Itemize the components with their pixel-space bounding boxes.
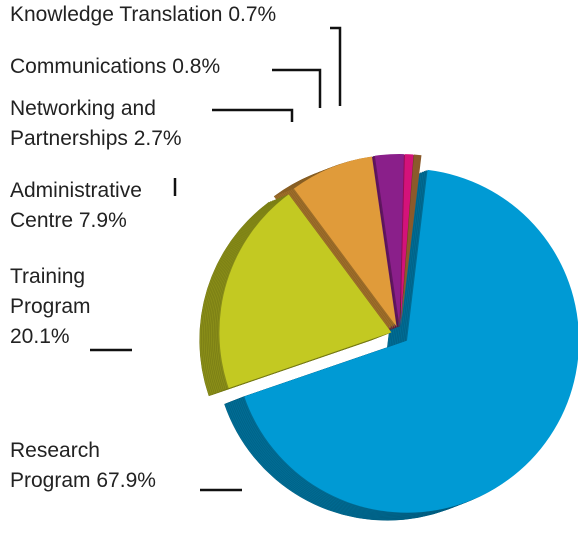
slice-label: Training Program 20.1%: [10, 262, 120, 352]
leader-line: [272, 68, 322, 108]
slice: [374, 154, 404, 327]
category-label: Networking and Partnerships: [10, 97, 156, 150]
slice: [400, 154, 422, 327]
value-label: 67.9%: [96, 469, 156, 492]
slice-label: Research Program 67.9%: [10, 436, 165, 496]
slice: [244, 169, 578, 513]
leader-line: [330, 26, 342, 106]
slice-label: Administrative Centre 7.9%: [10, 176, 180, 236]
pie: [199, 154, 578, 521]
value-label: 7.9%: [78, 209, 127, 232]
category-label: Communications: [10, 55, 167, 78]
value-label: 0.7%: [228, 3, 277, 26]
slice-label: Communications 0.8%: [10, 52, 220, 82]
category-label: Research Program: [10, 439, 100, 492]
slice: [219, 194, 392, 389]
slice: [400, 154, 414, 327]
category-label: Administrative Centre: [10, 179, 142, 232]
value-label: 0.8%: [172, 55, 221, 78]
slice-label: Networking and Partnerships 2.7%: [10, 94, 210, 154]
category-label: Knowledge Translation: [10, 3, 223, 26]
value-label: 2.7%: [133, 127, 182, 150]
leader-line: [212, 108, 294, 122]
category-label: Training Program: [10, 265, 91, 318]
slice-label: Knowledge Translation 0.7%: [10, 0, 276, 30]
slice: [293, 156, 397, 327]
value-label: 20.1%: [10, 325, 70, 348]
